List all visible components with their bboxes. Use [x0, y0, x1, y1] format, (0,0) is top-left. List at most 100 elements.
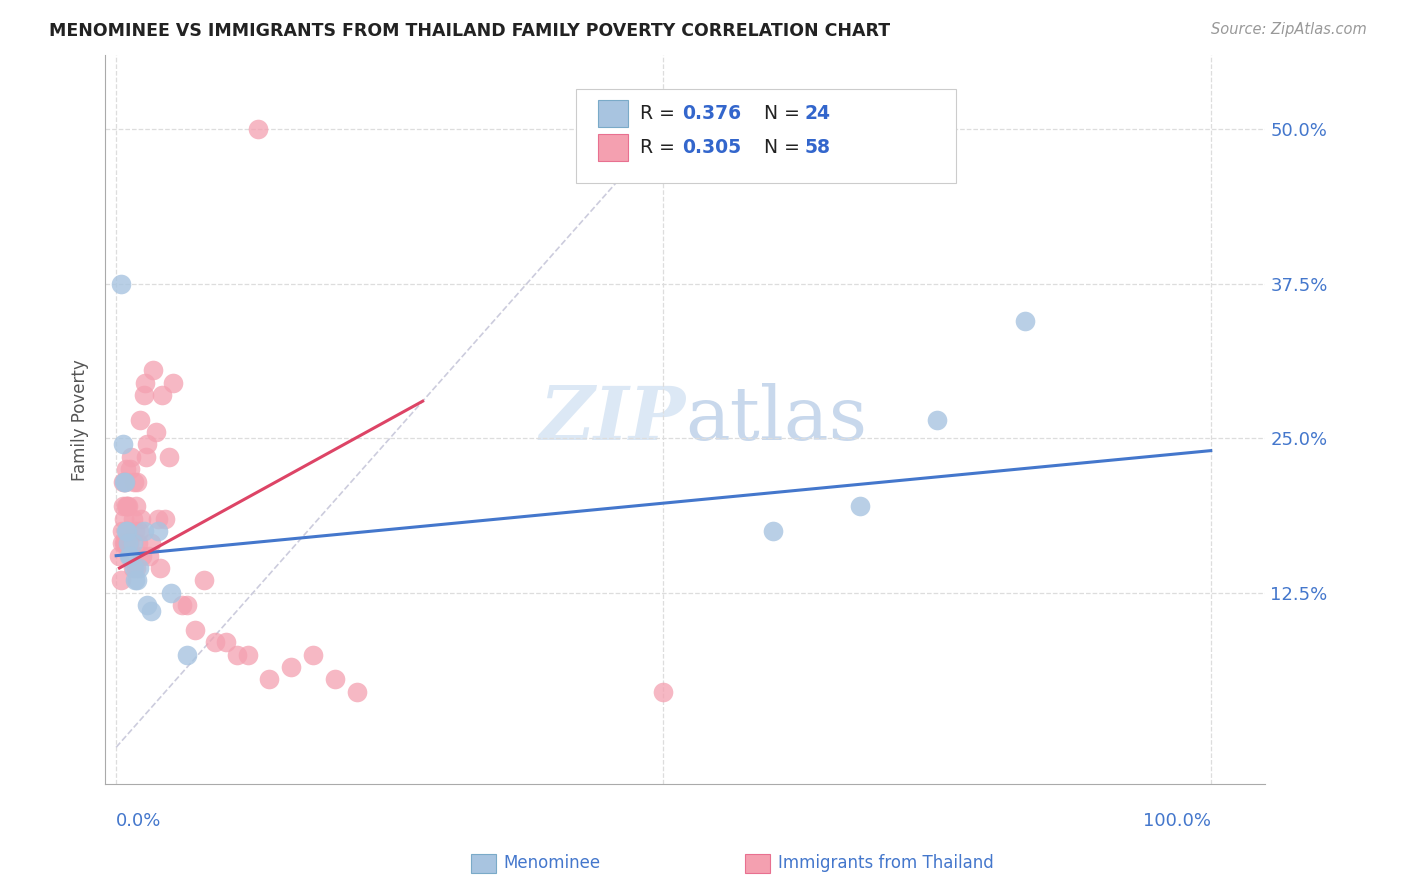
Point	[115, 524, 138, 538]
Text: R =: R =	[640, 103, 681, 123]
Point	[121, 536, 143, 550]
Point	[115, 500, 138, 514]
Point	[247, 122, 270, 136]
Point	[849, 500, 872, 514]
Text: 0.376: 0.376	[682, 103, 741, 123]
Point	[132, 524, 155, 538]
Point	[145, 425, 167, 439]
Point	[121, 561, 143, 575]
Point	[122, 475, 145, 489]
Text: 0.0%: 0.0%	[117, 812, 162, 830]
Text: Immigrants from Thailand: Immigrants from Thailand	[778, 855, 993, 872]
Point	[127, 536, 149, 550]
Point	[111, 437, 134, 451]
Point	[323, 673, 346, 687]
Point	[346, 684, 368, 698]
Point	[120, 462, 142, 476]
Point	[259, 673, 281, 687]
Point	[236, 648, 259, 662]
Text: 24: 24	[804, 103, 830, 123]
Point	[110, 574, 132, 588]
Point	[204, 635, 226, 649]
Point	[141, 536, 163, 550]
Point	[124, 524, 146, 538]
Point	[170, 598, 193, 612]
Point	[124, 574, 146, 588]
Point	[121, 450, 143, 464]
Point	[128, 524, 150, 538]
Point	[110, 277, 132, 291]
Point	[146, 511, 169, 525]
Point	[214, 635, 236, 649]
Point	[112, 536, 135, 550]
Point	[157, 450, 180, 464]
Point	[302, 648, 325, 662]
Point	[927, 413, 949, 427]
Text: R =: R =	[640, 137, 681, 157]
Point	[162, 376, 184, 390]
Point	[160, 586, 183, 600]
Point	[150, 388, 173, 402]
Point	[142, 363, 165, 377]
Point	[138, 549, 160, 563]
Point	[118, 536, 141, 550]
Text: ZIP: ZIP	[538, 384, 685, 456]
Point	[131, 549, 153, 563]
Point	[652, 684, 675, 698]
Point	[184, 623, 207, 637]
Point	[125, 561, 148, 575]
Point	[762, 524, 785, 538]
Point	[155, 511, 177, 525]
Point	[117, 500, 139, 514]
Text: N =: N =	[752, 103, 806, 123]
Text: 0.305: 0.305	[682, 137, 741, 157]
Point	[146, 524, 169, 538]
Point	[115, 524, 138, 538]
Point	[111, 475, 134, 489]
Point	[135, 598, 157, 612]
Point	[122, 561, 145, 575]
Point	[125, 574, 148, 588]
Point	[111, 536, 134, 550]
Point	[108, 549, 131, 563]
Point	[115, 500, 138, 514]
Point	[120, 549, 142, 563]
Point	[280, 660, 302, 674]
Point	[176, 648, 198, 662]
Point	[111, 500, 134, 514]
Point	[117, 536, 139, 550]
Point	[125, 475, 148, 489]
Point	[118, 549, 141, 563]
Point	[114, 475, 136, 489]
Point	[111, 524, 134, 538]
Text: N =: N =	[752, 137, 806, 157]
Point	[141, 604, 163, 618]
Point	[114, 536, 136, 550]
Point	[193, 574, 215, 588]
Point	[115, 524, 138, 538]
Text: Source: ZipAtlas.com: Source: ZipAtlas.com	[1211, 22, 1367, 37]
Point	[125, 500, 148, 514]
Text: 58: 58	[804, 137, 830, 157]
Point	[115, 462, 138, 476]
Point	[112, 511, 135, 525]
Point	[135, 450, 157, 464]
Text: atlas: atlas	[685, 384, 868, 456]
Point	[225, 648, 247, 662]
Point	[149, 561, 172, 575]
Point	[135, 437, 157, 451]
Point	[131, 511, 153, 525]
Text: 100.0%: 100.0%	[1143, 812, 1211, 830]
Text: Menominee: Menominee	[503, 855, 600, 872]
Point	[1014, 314, 1036, 328]
Point	[132, 388, 155, 402]
Point	[129, 413, 152, 427]
Point	[128, 561, 150, 575]
Point	[112, 475, 135, 489]
Point	[134, 376, 156, 390]
Point	[114, 475, 136, 489]
Text: MENOMINEE VS IMMIGRANTS FROM THAILAND FAMILY POVERTY CORRELATION CHART: MENOMINEE VS IMMIGRANTS FROM THAILAND FA…	[49, 22, 890, 40]
Point	[121, 511, 143, 525]
Y-axis label: Family Poverty: Family Poverty	[72, 359, 89, 481]
Point	[176, 598, 198, 612]
